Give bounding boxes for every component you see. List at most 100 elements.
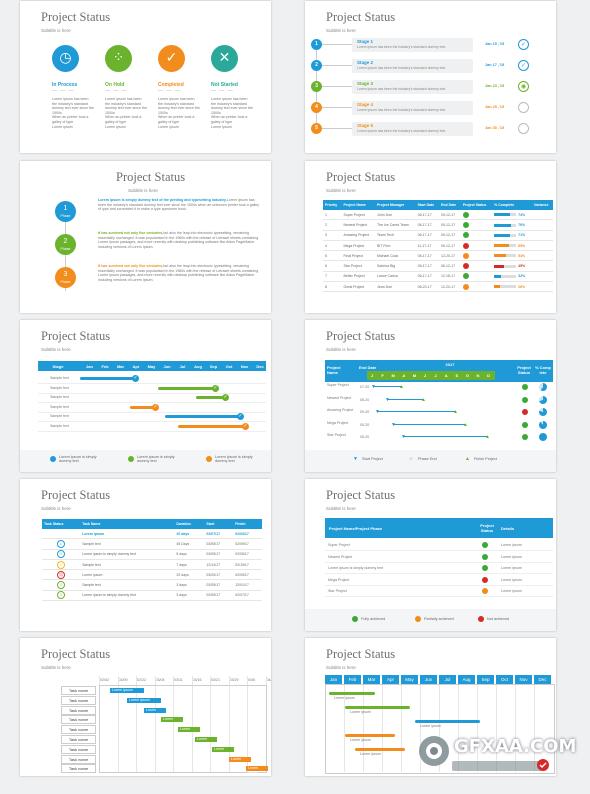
watermark-icon [419,736,549,771]
status-circle: ✕ [211,45,238,72]
gantt-line [387,398,423,400]
column-header: Task Name [80,519,175,529]
stage-connector [322,128,352,129]
project-name: Mega Project [328,577,350,582]
row-divider [38,383,266,384]
smiley-icon: ☺ [57,581,66,590]
empty-check-icon[interactable] [518,123,529,134]
table-row[interactable]: ☺ Sample text 45 Days 03/05/17 02/09/17 [42,538,262,550]
table-row[interactable]: Lorem ipsum 20 days 02/07/17 02/03/17 [42,529,262,540]
loading-icon: ⁘ [112,50,125,66]
smiley-icon: ☺ [57,550,66,559]
check-icon[interactable]: ✓ [518,39,529,50]
table-row[interactable]: 3 Amazing Project Team Tech 06-17-17 09-12-1… [323,230,553,241]
priority-cell: 1 [323,210,342,221]
phase-circle: 2 Phase [55,234,76,255]
status-dot [462,263,469,270]
slide-phases[interactable]: Project Status Subtitle is here 1 Phase Lo… [20,161,271,313]
slide-phase-status[interactable]: Project Status Subtitle is here Project … [305,479,556,631]
manager-cell: Team Tech [375,230,416,241]
legend-dot [478,616,484,622]
table-row[interactable]: 7 Better Project Lance Carica 06-17-17 12-18… [323,271,553,283]
phase-heading: It has survived not only five centuries, [98,264,164,268]
month-header: Jul [179,364,186,369]
slide-project-table[interactable]: Project Status Subtitle is here Priority… [305,161,556,313]
empty-check-icon[interactable] [518,102,529,113]
slide-status-overview[interactable]: Project Status Subtitle is here ◷ In Proc… [20,1,271,153]
table-row[interactable]: 8 Great Project Jean Doe 06-20-17 12-20-17 26… [323,281,553,293]
slide-gantt-status[interactable]: Project Status Subtitle is here Project … [305,320,556,472]
slide-monthly-gantt[interactable]: Project Status Subtitle is here Jan Feb Ma… [305,638,556,776]
date-header: 03/29 [229,678,239,682]
table-row[interactable]: ☹ Lorem ipsum 29 days 03/20/17 02/09/17 [42,569,262,581]
gantt-bar [345,734,395,737]
month-header: Mar [116,364,125,369]
start-marker-icon: ▼ [371,384,376,390]
pie-icon [539,395,547,404]
bullet-item: Lorem ipsum [211,124,232,129]
slide-title: Project Status [326,170,396,184]
row-label: Sample text [50,423,69,428]
slide-task-table[interactable]: Project Status Subtitle is here Task Sta… [20,479,271,631]
table-row[interactable]: ☺ Sample text 7 days 12/14/17 02/19/17 [42,559,262,571]
slide-title: Project Status [41,329,111,343]
table-header: Project Name/Project Phase Project Status… [325,518,553,538]
status-dot [482,588,488,594]
timeline-bar [130,405,155,409]
grid-line [247,676,248,772]
check-icon: ✓ [165,50,178,66]
status-cell [460,281,493,293]
table-row[interactable]: ☺ Lorem ipsum is simply dummy text 5 days 0… [42,549,262,560]
table-row[interactable]: 2 Newest Project The Ice Cared Team 06-17-1… [323,219,553,231]
table-row[interactable]: 6 Star Project Sabrina Big 06-17-17 06-12-17… [323,260,553,272]
task-name-box: Task name [61,754,96,764]
legend-text: Lorem ipsum is simply dummy text [59,455,97,463]
table-row[interactable]: ☺ Sample text 3 days 02/05/17 12/01/17 [42,579,262,591]
legend-dot [415,616,421,622]
start-date-cell: 06-17-17 [415,271,439,283]
month-header: Nov [515,675,532,684]
finish-cell: 02/03/17 [233,529,262,540]
table-row[interactable]: ☺ Lorem ipsum is simply dummy text 3 days 0… [42,590,262,602]
bullet-item: Lorem ipsum [158,124,179,129]
month-cell: J [434,373,437,378]
slide-subtitle: Subtitle is here [41,347,71,352]
status-label: On Hold [105,82,125,88]
slide-task-gantt[interactable]: Project Status Subtitle is here 02/02 02/… [20,638,271,776]
stage-connector [322,65,352,66]
table-row[interactable]: 5 Final Project Michael Cook 06-17-17 12-20-… [323,250,553,262]
slide-stage-timeline[interactable]: Project Status Subtitle is here Stage Jan… [20,320,271,472]
date-header: 04/18 [266,678,272,682]
milestone-check-icon: ✓ [212,384,219,392]
detail-text: Lorem ipsum [501,543,522,547]
grid-line [173,676,174,772]
table-row[interactable]: 4 Mega Project BIT Firm 11-17-17 09-12-17 69% [323,240,553,252]
stage-name: Stage 3 [357,81,374,86]
phase-text: Lorem ipsum is simply dummy text of the … [98,198,263,212]
stage-connector [322,86,352,87]
row-label: Sample text [50,395,69,399]
status-bullets: Lorem ipsum has been the industry's stan… [105,97,147,129]
table-header-row: Task Status Task Name Duration Start Finish [42,519,262,529]
stage-number: 5 [311,123,322,134]
stage-connector [316,71,317,81]
start-marker-icon: ▼ [401,434,406,440]
legend-text: Lorem ipsum is simply dummy text [137,455,175,463]
slide-stages[interactable]: Project Status Subtitle is here 1 Stage 1… [305,1,556,153]
check-icon[interactable]: ✓ [518,60,529,71]
month-cell: O [465,373,469,378]
status-dot [482,553,488,560]
status-dot [462,273,469,280]
phase-number: 2 [63,238,68,245]
variance-cell [532,230,553,241]
row-divider [325,550,553,551]
start-cell: 03/20/17 [204,569,234,581]
task-name-cell: Lorem ipsum is simply dummy text [80,590,175,602]
table-row[interactable]: 1 Super Project John Doe 06-17-17 09-12-17 74… [323,210,553,221]
check-icon[interactable]: ◉ [518,81,529,92]
status-dot [522,396,528,403]
status-dot [462,252,469,259]
phase-number: 1 [63,205,68,212]
complete-cell: 76% [492,219,532,231]
detail-text: Lorem ipsum [501,566,522,570]
